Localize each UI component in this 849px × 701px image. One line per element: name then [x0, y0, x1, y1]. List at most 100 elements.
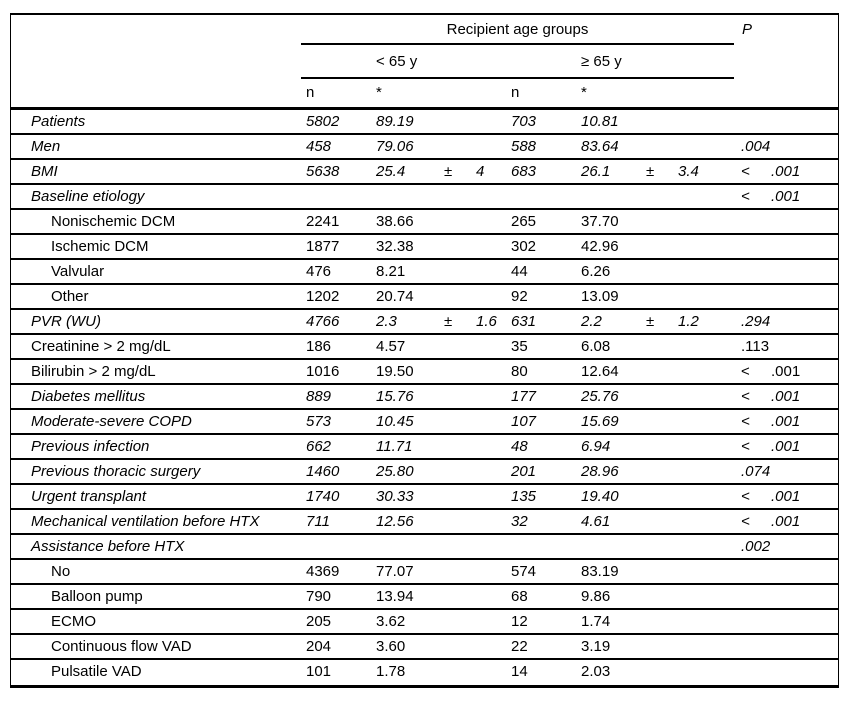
row-label: Previous infection: [31, 438, 150, 455]
header-spacer: [439, 79, 471, 107]
cell-plusminus-over65: [643, 185, 673, 208]
cell-plusminus-under65: [439, 585, 471, 608]
cell-sd-under65: [471, 560, 506, 583]
cell-value-over65: 3.19: [581, 638, 611, 655]
cell-p-value: < .001: [733, 185, 838, 208]
cell-sd-under65: [471, 210, 506, 233]
cell-plusminus-under65: [439, 660, 471, 685]
row-label: Diabetes mellitus: [31, 388, 146, 405]
cell-sd-over65: [673, 610, 709, 633]
cell-n-under65: [301, 535, 371, 558]
table-row: Moderate-severe COPD 573 10.45 107 15.69…: [11, 410, 838, 435]
row-label: Nonischemic DCM: [51, 213, 176, 230]
table-row: Pulsatile VAD 101 1.78 14 2.03: [11, 660, 838, 685]
header-label-spacer: [11, 45, 301, 79]
cell-n-under65: 662: [306, 438, 332, 455]
cell-n-under65: 204: [306, 638, 332, 655]
cell-value-under65: 30.33: [376, 488, 414, 505]
cell-plusminus-over65: [643, 510, 673, 533]
cell-p-value: .294: [733, 310, 838, 333]
cell-n-over65: 80: [511, 363, 528, 380]
cell-sd-under65: [471, 535, 506, 558]
cell-value-over65: [576, 185, 643, 208]
cell-p-value: .004: [733, 135, 838, 158]
cell-sd-under65: [471, 110, 506, 133]
row-label: BMI: [31, 163, 58, 180]
cell-p-value: < .001: [733, 485, 838, 508]
cell-n-under65: [301, 185, 371, 208]
cell-plusminus-over65: [643, 610, 673, 633]
cell-plusminus-under65: [439, 610, 471, 633]
cell-n-over65: 302: [511, 238, 537, 255]
header-row-group: Recipient age groups P: [11, 15, 838, 45]
cell-n-under65: 790: [306, 588, 332, 605]
cell-plusminus-over65: [643, 210, 673, 233]
cell-p-value: < .001: [733, 360, 838, 383]
cell-value-over65: 37.70: [581, 213, 619, 230]
p-value-text: .001: [771, 413, 801, 430]
table-row: Continuous flow VAD 204 3.60 22 3.19: [11, 635, 838, 660]
table-row: PVR (WU) 4766 2.3 ± 1.6 631 2.2 ± 1.2 .2…: [11, 310, 838, 335]
row-label: Patients: [31, 113, 86, 130]
cell-value-over65: 13.09: [581, 288, 619, 305]
cell-sd-over65: [673, 560, 709, 583]
cell-sd-under65: [471, 485, 506, 508]
cell-p-value: [733, 260, 838, 283]
less-than-sign: <: [741, 513, 750, 530]
cell-n-over65: 177: [511, 388, 537, 405]
p-value-text: .074: [741, 463, 771, 480]
cell-plusminus-over65: [643, 435, 673, 458]
row-label: Bilirubin > 2 mg/dL: [31, 363, 156, 380]
cell-n-under65: 2241: [306, 213, 340, 230]
table-row: Men 458 79.06 588 83.64 .004: [11, 135, 838, 160]
row-label: Continuous flow VAD: [51, 638, 192, 655]
cell-p-value: < .001: [733, 410, 838, 433]
table-row: No 4369 77.07 574 83.19: [11, 560, 838, 585]
cell-sd-under65: [471, 510, 506, 533]
cell-sd-over65: [673, 385, 709, 408]
cell-value-under65: 8.21: [376, 263, 406, 280]
cell-sd-over65: [673, 585, 709, 608]
cell-p-value: < .001: [733, 435, 838, 458]
cell-sd-over65: [673, 635, 709, 658]
row-label: Balloon pump: [51, 588, 143, 605]
cell-p-value: [733, 560, 838, 583]
table-row: Valvular 476 8.21 44 6.26: [11, 260, 838, 285]
cell-value-over65: 4.61: [581, 513, 611, 530]
cell-value-under65: 12.56: [376, 513, 414, 530]
cell-value-under65: 15.76: [376, 388, 414, 405]
age-groups-span: Recipient age groups: [301, 15, 734, 45]
cell-sd-over65: 1.2: [678, 313, 699, 330]
cell-value-over65: 26.1: [581, 163, 611, 180]
p-value-text: .001: [771, 438, 801, 455]
cell-plusminus-under65: [439, 360, 471, 383]
header-label-spacer: [11, 79, 301, 107]
n-under-65-header: n: [306, 84, 315, 101]
cell-sd-over65: [673, 460, 709, 483]
table-row: Ischemic DCM 1877 32.38 302 42.96: [11, 235, 838, 260]
cell-value-under65: 4.57: [376, 338, 406, 355]
cell-value-over65: 2.2: [581, 313, 602, 330]
p-column-header: P: [742, 21, 753, 38]
cell-plusminus-over65: [643, 635, 673, 658]
cell-n-over65: 201: [511, 463, 537, 480]
cell-plusminus-over65: [643, 660, 673, 685]
cell-n-over65: 588: [511, 138, 537, 155]
cell-sd-over65: [673, 510, 709, 533]
table-row: Assistance before HTX .002: [11, 535, 838, 560]
cell-n-over65: 68: [511, 588, 528, 605]
less-than-sign: <: [741, 438, 750, 455]
cell-value-under65: 11.71: [376, 438, 413, 455]
cell-plusminus-over65: ±: [646, 313, 655, 330]
p-value-text: .001: [771, 488, 801, 505]
cell-n-under65: 458: [306, 138, 332, 155]
cell-value-under65: 19.50: [376, 363, 414, 380]
table-row: Bilirubin > 2 mg/dL 1016 19.50 80 12.64 …: [11, 360, 838, 385]
cell-sd-over65: [673, 260, 709, 283]
cell-sd-over65: [673, 485, 709, 508]
cell-plusminus-over65: [643, 110, 673, 133]
cell-sd-over65: [673, 360, 709, 383]
cell-value-over65: 15.69: [581, 413, 619, 430]
cell-sd-under65: [471, 360, 506, 383]
